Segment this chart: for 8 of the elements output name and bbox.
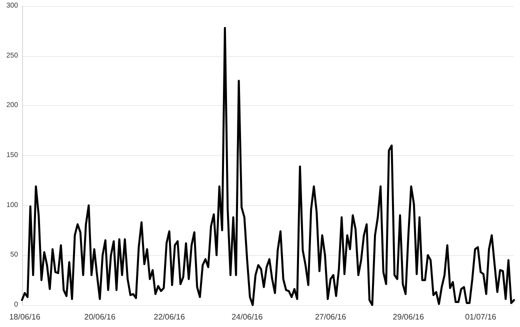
line-series [21, 26, 515, 306]
x-tick-label: 01/07/16 [465, 312, 497, 322]
x-tick-label: 24/06/16 [232, 312, 264, 322]
x-tick-label: 22/06/16 [154, 312, 186, 322]
x-tick-label: 18/06/16 [9, 312, 41, 322]
x-tick-label: 20/06/16 [84, 312, 116, 322]
x-tick-label: 29/06/16 [392, 312, 424, 322]
x-tick-label: 27/06/16 [314, 312, 347, 322]
